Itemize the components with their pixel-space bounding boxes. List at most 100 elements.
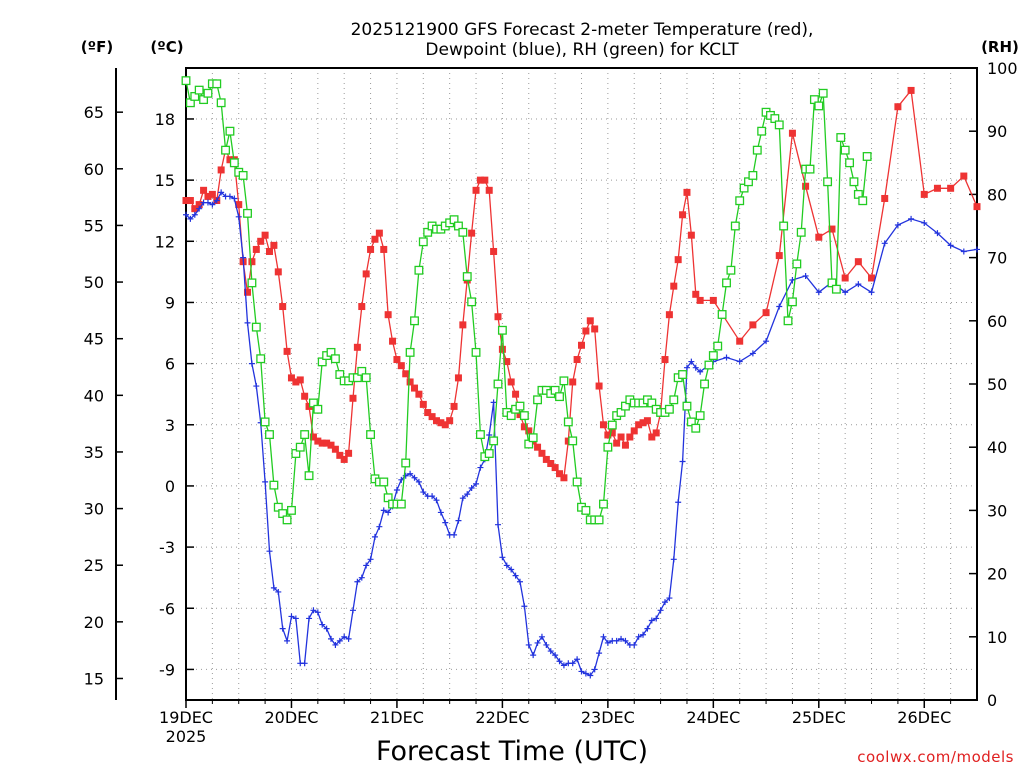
temperature-point bbox=[191, 205, 199, 213]
temperature-point bbox=[613, 439, 621, 447]
rh-point bbox=[475, 430, 485, 440]
temperature-point bbox=[270, 241, 278, 249]
rh-point bbox=[757, 126, 767, 136]
dewpoint-point bbox=[855, 281, 862, 288]
dewpoint-point bbox=[534, 639, 541, 646]
rh-point bbox=[818, 88, 828, 98]
x-axis-title: Forecast Time (UTC) bbox=[376, 736, 648, 767]
dewpoint-point bbox=[468, 484, 475, 491]
rh-point bbox=[594, 515, 604, 525]
temperature-point bbox=[375, 229, 383, 237]
dewpoint-point bbox=[723, 354, 730, 361]
rh-point bbox=[599, 499, 608, 509]
rh-point bbox=[831, 284, 841, 294]
temperature-point bbox=[287, 374, 295, 382]
temperature-series bbox=[182, 86, 981, 482]
dewpoint-point bbox=[613, 637, 620, 644]
x-tick-sublabel: 2025 bbox=[166, 727, 207, 746]
temperature-point bbox=[296, 376, 304, 384]
fahrenheit-tick-label: 15 bbox=[84, 669, 104, 688]
temperature-point bbox=[520, 423, 528, 431]
dewpoint-point bbox=[666, 595, 673, 602]
temperature-point bbox=[217, 166, 225, 174]
dewpoint-point bbox=[429, 493, 436, 500]
dewpoint-point bbox=[363, 562, 370, 569]
dewpoint-point bbox=[341, 633, 348, 640]
dewpoint-point bbox=[547, 648, 554, 655]
rh-point bbox=[581, 505, 591, 515]
temperature-point bbox=[547, 460, 555, 468]
dewpoint-point bbox=[596, 650, 603, 657]
rh-point bbox=[282, 515, 292, 525]
dewpoint-point bbox=[908, 215, 915, 222]
fahrenheit-tick-label: 40 bbox=[84, 386, 104, 405]
temperature-point bbox=[507, 378, 515, 386]
dewpoint-point bbox=[499, 554, 506, 561]
rh-tick-label: 100 bbox=[987, 59, 1018, 78]
temperature-point bbox=[261, 231, 269, 239]
temperature-point bbox=[481, 176, 489, 184]
dewpoint-point bbox=[530, 652, 537, 659]
temperature-point bbox=[652, 429, 660, 437]
rh-point bbox=[669, 395, 679, 405]
celsius-tick-label: -9 bbox=[159, 660, 175, 679]
rh-point bbox=[366, 430, 376, 440]
temperature-point bbox=[283, 347, 291, 355]
rh-point bbox=[823, 177, 833, 187]
temperature-point bbox=[362, 270, 370, 278]
rh-tick-label: 0 bbox=[987, 691, 997, 710]
rh-point bbox=[792, 259, 802, 269]
temperature-point bbox=[468, 229, 476, 237]
temperature-point bbox=[340, 455, 348, 463]
dewpoint-point bbox=[543, 641, 550, 648]
celsius-tick-label: 6 bbox=[165, 355, 175, 374]
rh-tick-label: 80 bbox=[987, 185, 1007, 204]
celsius-tick-label: -6 bbox=[159, 599, 175, 618]
rh-point bbox=[840, 145, 850, 155]
dewpoint-point bbox=[921, 219, 928, 226]
temperature-point bbox=[301, 392, 309, 400]
dewpoint-point bbox=[657, 607, 664, 614]
dewpoint-point bbox=[934, 230, 941, 237]
rh-point bbox=[256, 354, 266, 364]
dewpoint-point bbox=[508, 566, 515, 573]
temperature-point bbox=[947, 184, 955, 192]
temperature-point bbox=[314, 437, 322, 445]
temperature-point bbox=[762, 309, 770, 317]
temperature-point bbox=[802, 182, 810, 190]
temperature-point bbox=[560, 474, 568, 482]
dewpoint-point bbox=[240, 254, 247, 261]
temperature-point bbox=[828, 225, 836, 233]
dewpoint-point bbox=[815, 289, 822, 296]
rh-point bbox=[678, 370, 688, 379]
temperature-point bbox=[639, 419, 647, 427]
grid bbox=[186, 68, 977, 700]
temperature-point bbox=[292, 378, 300, 386]
rh-point bbox=[295, 442, 305, 452]
chart-title-line1: 2025121900 GFS Forecast 2-meter Temperat… bbox=[351, 20, 814, 40]
temperature-point bbox=[252, 245, 260, 253]
temperature-point bbox=[604, 431, 612, 439]
rh-point bbox=[216, 98, 226, 108]
rh-point bbox=[467, 297, 477, 307]
dewpoint-point bbox=[503, 562, 510, 569]
temperature-point bbox=[490, 247, 498, 255]
temperature-point bbox=[244, 288, 252, 296]
x-tick-label: 24DEC bbox=[686, 708, 740, 727]
dewpoint-point bbox=[209, 201, 216, 208]
rh-point bbox=[563, 417, 573, 427]
dewpoint-point bbox=[569, 660, 576, 667]
dewpoint-point bbox=[411, 474, 418, 481]
temperature-point bbox=[419, 400, 427, 408]
dewpoint-point bbox=[490, 399, 497, 406]
temperature-point bbox=[643, 417, 651, 425]
data-series bbox=[181, 76, 981, 679]
dewpoint-point bbox=[604, 639, 611, 646]
dewpoint-point bbox=[802, 272, 809, 279]
rh-point bbox=[414, 265, 424, 275]
rh-point bbox=[533, 395, 543, 405]
dewpoint-point bbox=[776, 303, 783, 310]
rh-tick-label: 20 bbox=[987, 565, 1007, 584]
dewpoint-point bbox=[648, 617, 655, 624]
fahrenheit-tick-label: 35 bbox=[84, 443, 104, 462]
